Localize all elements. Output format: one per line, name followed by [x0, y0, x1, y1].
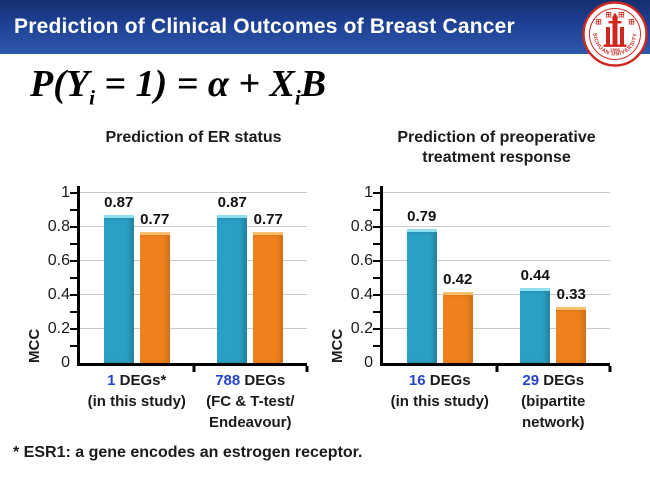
y-tick-label: 0	[364, 354, 373, 371]
y-axis-tick	[70, 328, 77, 330]
y-tick-label: 0.2	[47, 320, 70, 337]
gridline	[80, 294, 307, 295]
y-axis-labels: 0 0.2 0.4 0.6 0.8 1	[339, 185, 377, 371]
plot-area: 0.87 0.77 0.87 0.77	[70, 186, 309, 372]
category-label: 29 DEGs (bipartite network)	[521, 372, 586, 431]
category-number: 788	[215, 372, 241, 389]
x-axis-line	[77, 363, 307, 366]
footnote: * ESR1: a gene encodes an estrogen recep…	[13, 444, 363, 461]
logo-inner-ring	[589, 8, 641, 60]
y-axis-tick	[70, 277, 77, 279]
y-axis-labels: 0 0.2 0.4 0.6 0.8 1	[36, 185, 74, 371]
y-tick-label: 0.4	[350, 286, 373, 303]
chart-treatment-response: Prediction of preoperative treatment resp…	[303, 126, 643, 444]
y-axis-tick	[70, 294, 77, 296]
bar-orange	[442, 291, 473, 363]
y-axis-tick	[373, 345, 380, 347]
formula-part: P(Y	[30, 63, 90, 105]
y-axis-tick	[70, 209, 77, 211]
x-axis-tick	[305, 366, 309, 372]
value-label: 0.44	[520, 267, 550, 285]
value-label: 0.33	[556, 285, 586, 303]
value-label: 0.77	[253, 211, 283, 229]
formula-part: B	[300, 63, 327, 105]
y-axis-tick	[70, 260, 77, 262]
y-axis-tick	[373, 277, 380, 279]
y-axis-line	[77, 186, 80, 366]
formula-subscript: i	[294, 85, 301, 110]
bar-teal	[217, 215, 248, 363]
gridline	[383, 260, 610, 261]
bar-teal	[103, 215, 134, 363]
chart-title: Prediction of preoperative treatment resp…	[397, 129, 596, 166]
y-axis-tick	[373, 226, 380, 228]
gridline	[383, 294, 610, 295]
x-axis-tick	[608, 366, 612, 372]
y-axis-line	[380, 186, 383, 366]
logo-year: 1896	[610, 48, 621, 53]
gridline	[80, 328, 307, 329]
formula-part: = 1) = α + X	[94, 63, 295, 105]
category-label: 1 DEGs* (in this study)	[87, 372, 186, 410]
y-axis-tick	[70, 192, 77, 194]
charts-section: Prediction of ER status MCC 0 0.2 0.4 0.6 0.…	[0, 126, 650, 444]
logistic-regression-formula: P(Yi = 1) = α + XiB	[30, 62, 326, 111]
chart-er-status: Prediction of ER status MCC 0 0.2 0.4 0.6 0.…	[0, 126, 340, 444]
y-axis-tick	[373, 192, 380, 194]
gridline	[383, 192, 610, 193]
gridline	[383, 328, 610, 329]
slide-title: Prediction of Clinical Outcomes of Breas…	[14, 15, 515, 38]
bar-orange	[253, 232, 284, 363]
category-number: 1	[107, 372, 116, 389]
value-label: 0.87	[104, 194, 134, 212]
bar-orange	[556, 306, 587, 363]
bar-teal	[520, 288, 551, 363]
y-axis-tick	[70, 311, 77, 313]
y-axis-tick	[373, 328, 380, 330]
category-label: 16 DEGs (in this study)	[390, 372, 489, 410]
bar-teal	[406, 228, 437, 363]
y-axis-tick	[373, 209, 380, 211]
y-tick-label: 0.8	[350, 218, 373, 235]
category-label: 788 DEGs (FC & T-test/Endeavour)	[206, 372, 295, 431]
x-axis-tick	[192, 366, 195, 372]
y-axis-tick	[373, 294, 380, 296]
y-tick-label: 1	[364, 184, 373, 201]
bar-orange	[139, 232, 170, 363]
y-axis-tick	[70, 345, 77, 347]
formula-subscript: i	[89, 85, 95, 110]
value-label: 0.77	[140, 211, 170, 229]
category-number: 29	[522, 372, 540, 389]
y-tick-label: 0.6	[350, 252, 373, 269]
x-axis-tick	[495, 366, 498, 372]
y-tick-label: 0.6	[47, 252, 70, 269]
category-number: 16	[408, 372, 426, 389]
plot-area: 0.79 0.42 0.44 0.33	[373, 186, 612, 372]
y-axis-tick	[373, 243, 380, 245]
y-tick-label: 1	[61, 184, 70, 201]
gridline	[383, 226, 610, 227]
y-axis-tick	[70, 243, 77, 245]
y-axis-tick	[70, 226, 77, 228]
value-label: 0.79	[407, 207, 437, 225]
y-axis-tick	[373, 311, 380, 313]
y-tick-label: 0	[61, 354, 70, 371]
y-tick-label: 0.2	[350, 320, 373, 337]
value-label: 0.87	[217, 194, 247, 212]
logo-chinese-characters	[595, 11, 635, 25]
logo-emblem: 1896 SICHUAN UNIVERSITY	[582, 1, 648, 67]
gridline	[80, 226, 307, 227]
y-tick-label: 0.8	[47, 218, 70, 235]
value-label: 0.42	[443, 270, 473, 288]
gridline	[80, 192, 307, 193]
logo-tower-icon	[603, 12, 627, 47]
slide-header: Prediction of Clinical Outcomes of Breas…	[0, 0, 650, 54]
chart-title: Prediction of ER status	[105, 129, 282, 146]
gridline	[80, 260, 307, 261]
sichuan-university-logo: 1896 SICHUAN UNIVERSITY	[582, 1, 648, 67]
y-axis-tick	[373, 260, 380, 262]
y-tick-label: 0.4	[47, 286, 70, 303]
x-axis-line	[380, 363, 610, 366]
